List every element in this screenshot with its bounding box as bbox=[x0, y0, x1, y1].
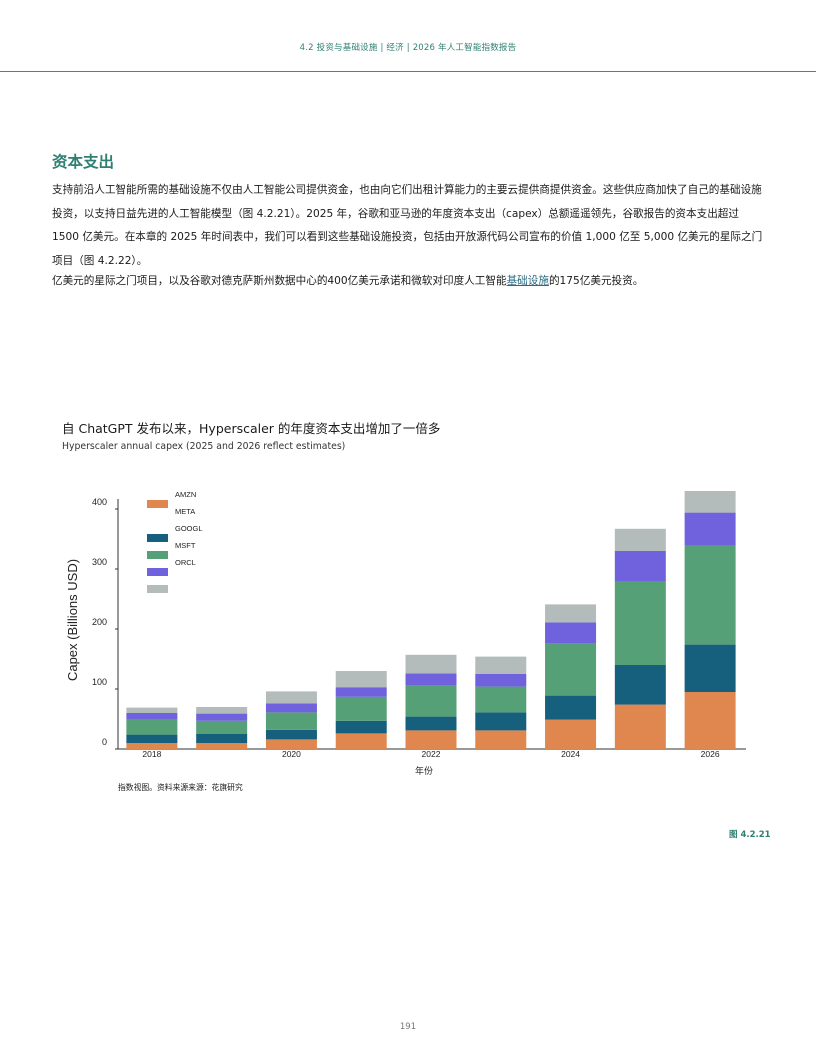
bar-segment-other bbox=[405, 654, 457, 674]
x-axis-title: 年份 bbox=[415, 765, 433, 776]
y-tick-label: 400 bbox=[92, 497, 107, 507]
bar-segment-other bbox=[126, 707, 178, 713]
bar-segment-orcl bbox=[684, 512, 736, 546]
bar-segment-amzn bbox=[614, 704, 666, 749]
bar-segment-googl bbox=[475, 712, 527, 731]
x-tick-label: 2018 bbox=[142, 749, 161, 759]
y-tick-label: 0 bbox=[102, 737, 107, 747]
bar-segment-amzn bbox=[545, 719, 597, 749]
bar-segment-orcl bbox=[126, 713, 178, 719]
bar-segment-amzn bbox=[126, 743, 178, 749]
bar-segment-msft bbox=[405, 685, 457, 717]
bar-segment-googl bbox=[265, 729, 317, 740]
bar-segment-googl bbox=[545, 695, 597, 720]
legend-label: ORCL bbox=[175, 558, 196, 567]
bar-segment-msft bbox=[335, 696, 387, 721]
bar-segment-googl bbox=[405, 716, 457, 731]
paragraph-2-text-start: 亿美元的星际之门项目，以及谷歌对德克萨斯州数据中心的400亿美元承诺和微软对印度… bbox=[52, 275, 507, 287]
legend-swatch bbox=[147, 568, 168, 576]
bar-segment-msft bbox=[475, 686, 527, 713]
x-tick-label: 2020 bbox=[282, 749, 301, 759]
x-tick-label: 2022 bbox=[422, 749, 441, 759]
capex-stacked-bar-chart: 0 100 200 300 400 Capex (Billions USD) 2018 202… bbox=[65, 490, 746, 776]
bar-segment-amzn bbox=[335, 733, 387, 749]
y-axis-title: Capex (Billions USD) bbox=[65, 559, 80, 681]
legend-label: MSFT bbox=[175, 541, 196, 550]
bar-segment-orcl bbox=[196, 713, 248, 721]
bar-segment-other bbox=[614, 528, 666, 551]
page-number: 191 bbox=[399, 1022, 417, 1032]
bar-segment-orcl bbox=[265, 703, 317, 713]
bar-segment-other bbox=[475, 656, 527, 674]
bar-segment-googl bbox=[196, 734, 248, 743]
bar-segment-orcl bbox=[335, 687, 387, 697]
bar-segment-other bbox=[335, 671, 387, 688]
bar-segment-amzn bbox=[265, 739, 317, 749]
bar-segment-orcl bbox=[405, 673, 457, 686]
legend-swatch bbox=[147, 500, 168, 508]
figure-subtitle: Hyperscaler annual capex (2025 and 2026 … bbox=[62, 441, 346, 452]
bar-segment-orcl bbox=[545, 622, 597, 644]
bar-segment-msft bbox=[684, 545, 736, 645]
legend-swatch bbox=[147, 585, 168, 593]
bar-segment-googl bbox=[335, 720, 387, 734]
bar-segment-orcl bbox=[475, 674, 527, 687]
infrastructure-link[interactable]: 基础设施 bbox=[506, 275, 549, 287]
y-tick-label: 300 bbox=[92, 557, 107, 567]
legend-swatch bbox=[147, 534, 168, 542]
legend-swatch bbox=[147, 551, 168, 559]
legend-swatch bbox=[147, 517, 168, 525]
body-paragraph-2: 亿美元的星际之门项目，以及谷歌对德克萨斯州数据中心的400亿美元承诺和微软对印度… bbox=[52, 270, 764, 294]
bar-segment-other bbox=[684, 491, 736, 513]
figure-source-note: 指数视图。资料来源来源：花旗研究 bbox=[118, 783, 243, 792]
bar-segment-googl bbox=[684, 644, 736, 692]
y-tick-label: 100 bbox=[92, 677, 107, 687]
bar-segment-orcl bbox=[614, 551, 666, 581]
bar-segment-googl bbox=[614, 665, 666, 705]
bar-segment-googl bbox=[126, 734, 178, 743]
bar-segment-amzn bbox=[475, 730, 527, 749]
legend-label: GOOGL bbox=[175, 524, 203, 533]
bar-segment-msft bbox=[196, 720, 248, 734]
x-tick-label: 2024 bbox=[561, 749, 580, 759]
legend-label: META bbox=[175, 507, 195, 516]
bar-segment-other bbox=[196, 707, 248, 714]
bar-segment-amzn bbox=[405, 730, 457, 749]
bar-segment-msft bbox=[265, 712, 317, 730]
paragraph-2-text-end: 的175亿美元投资。 bbox=[548, 275, 644, 287]
bar-segment-msft bbox=[545, 643, 597, 696]
x-tick-label: 2026 bbox=[701, 749, 720, 759]
legend-label: AMZN bbox=[175, 490, 196, 499]
figure-title: 自 ChatGPT 发布以来，Hyperscaler 的年度资本支出增加了一倍多 bbox=[62, 421, 441, 436]
bar-segment-msft bbox=[126, 719, 178, 735]
bar-segment-msft bbox=[614, 581, 666, 665]
bar-segment-other bbox=[545, 604, 597, 623]
running-header: 4.2 投资与基础设施 | 经济 | 2026 年人工智能指数报告 bbox=[299, 43, 517, 53]
figure-reference: 图 4.2.21 bbox=[729, 830, 771, 840]
y-tick-label: 200 bbox=[92, 617, 107, 627]
paragraph-1-text: 支持前沿人工智能所需的基础设施不仅由人工智能公司提供资金，也由向它们出租计算能力… bbox=[52, 184, 763, 267]
body-paragraph-1: 支持前沿人工智能所需的基础设施不仅由人工智能公司提供资金，也由向它们出租计算能力… bbox=[52, 179, 764, 273]
bar-segment-amzn bbox=[196, 743, 248, 749]
bar-segment-amzn bbox=[684, 692, 736, 749]
bar-segment-other bbox=[265, 691, 317, 704]
section-heading: 资本支出 bbox=[52, 153, 115, 171]
header-divider bbox=[0, 71, 816, 72]
